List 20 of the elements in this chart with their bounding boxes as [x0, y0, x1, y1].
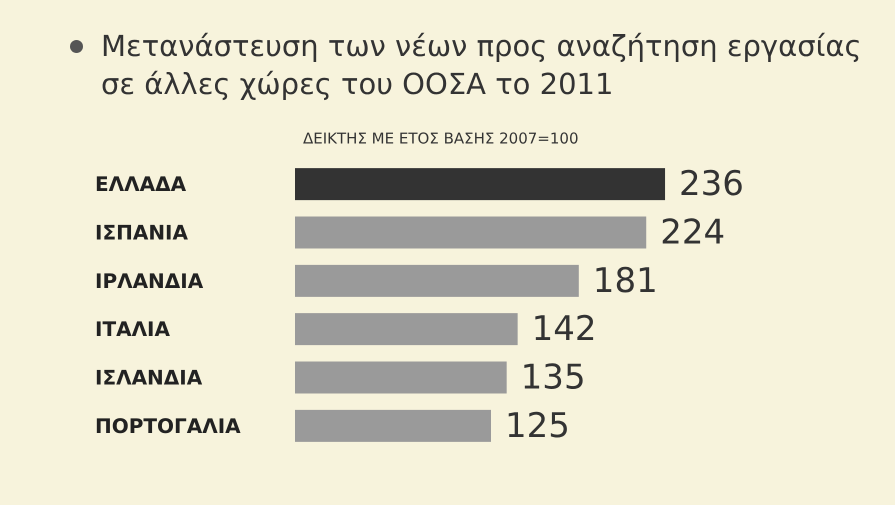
data-label: 181: [592, 260, 658, 301]
bar: [295, 313, 518, 346]
data-label: 135: [520, 358, 586, 398]
data-label: 142: [532, 309, 597, 350]
chart-subtitle: ΔΕΙΚΤΗΣ ΜΕ ΕΤΟΣ ΒΑΣΗΣ 2007=100: [303, 130, 578, 148]
data-label: 224: [660, 212, 726, 252]
chart-title: Μετανάστευση των νέων προς αναζήτηση εργασίας σε άλλες χώρες του ΟΟΣΑ το 2011: [101, 29, 862, 101]
bar: [295, 168, 666, 200]
data-label: 236: [679, 164, 744, 204]
bar: [295, 216, 646, 248]
data-label: 125: [505, 406, 570, 446]
y-tick-label: ΙΤΑΛΙΑ: [95, 317, 170, 342]
bar: [295, 410, 491, 442]
bar: [295, 362, 507, 394]
y-tick-label: ΙΣΛΑΝΔΙΑ: [95, 366, 203, 390]
y-tick-label: ΙΣΠΑΝΙΑ: [95, 220, 188, 244]
y-tick-label: ΕΛΛΑΔΑ: [95, 172, 187, 196]
y-tick-label: ΠΟΡΤΟΓΑΛΙΑ: [95, 414, 242, 438]
y-tick-label: ΙΡΛΑΝΔΙΑ: [95, 268, 204, 293]
bar: [295, 264, 579, 297]
